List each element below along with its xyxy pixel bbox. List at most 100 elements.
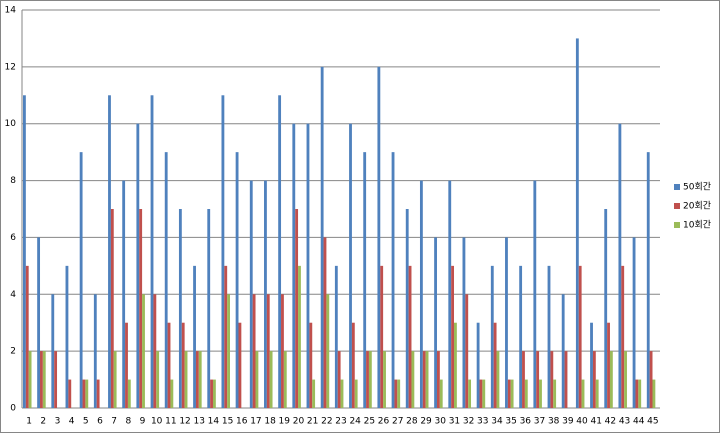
- x-tick-label: 14: [208, 417, 220, 427]
- x-tick-label: 26: [378, 417, 390, 427]
- bar: [411, 351, 415, 408]
- bar: [224, 265, 228, 408]
- y-tick-label: 0: [10, 404, 16, 414]
- bar: [340, 379, 344, 408]
- bar: [405, 209, 409, 408]
- x-tick-label: 5: [83, 417, 89, 427]
- x-tick-label: 19: [279, 417, 291, 427]
- x-tick-label: 45: [647, 417, 658, 427]
- bar: [493, 322, 497, 408]
- bar: [380, 265, 384, 408]
- x-tick-label: 34: [491, 417, 503, 427]
- bar: [524, 379, 528, 408]
- bar: [184, 351, 188, 408]
- bar: [635, 379, 639, 408]
- bar: [266, 294, 270, 408]
- bar: [482, 379, 486, 408]
- x-tick-label: 9: [140, 417, 146, 427]
- bar: [320, 66, 324, 408]
- bar: [292, 123, 296, 408]
- legend-label: 20회간: [683, 201, 711, 212]
- bar: [609, 351, 613, 408]
- x-tick-label: 21: [307, 417, 318, 427]
- bar: [550, 351, 554, 408]
- bar: [479, 379, 483, 408]
- bar: [397, 379, 401, 408]
- y-tick-label: 2: [10, 347, 16, 357]
- x-tick-label: 7: [111, 417, 117, 427]
- x-tick-label: 1: [26, 417, 32, 427]
- x-tick-label: 12: [179, 417, 190, 427]
- x-tick-label: 33: [477, 417, 488, 427]
- bar: [624, 351, 627, 408]
- bar: [40, 351, 43, 408]
- bar: [108, 95, 111, 409]
- bar: [212, 379, 216, 408]
- bar: [448, 180, 452, 408]
- bar: [462, 237, 466, 408]
- x-tick-label: 11: [165, 417, 176, 427]
- bar: [283, 351, 287, 408]
- bar: [507, 379, 511, 408]
- bar: [326, 294, 330, 408]
- bar: [221, 95, 225, 409]
- bar: [604, 209, 608, 408]
- bar: [561, 294, 565, 408]
- x-tick-label: 15: [222, 417, 233, 427]
- y-tick-label: 6: [10, 233, 16, 243]
- bar: [127, 379, 131, 408]
- bar: [425, 351, 429, 408]
- bar: [125, 322, 128, 408]
- bar: [153, 294, 157, 408]
- bar: [164, 152, 168, 408]
- y-tick-label: 12: [5, 62, 16, 72]
- bar: [496, 351, 500, 408]
- bar: [42, 351, 46, 408]
- x-tick-label: 13: [193, 417, 204, 427]
- bar: [454, 322, 457, 408]
- bar: [51, 294, 55, 408]
- y-tick-label: 10: [5, 119, 17, 129]
- bar: [649, 351, 653, 408]
- bar: [536, 351, 540, 408]
- x-tick-label: 27: [392, 417, 403, 427]
- bar: [607, 322, 610, 408]
- bar: [377, 66, 381, 408]
- bar: [195, 351, 199, 408]
- bar: [227, 294, 230, 408]
- bar: [252, 294, 256, 408]
- bar: [632, 237, 636, 408]
- bar: [439, 379, 443, 408]
- x-tick-label: 24: [349, 417, 361, 427]
- bar: [170, 379, 174, 408]
- bar: [575, 38, 579, 409]
- bar: [590, 322, 593, 408]
- bar: [451, 265, 455, 408]
- bar: [278, 95, 282, 409]
- x-tick-label: 37: [534, 417, 545, 427]
- x-tick-label: 17: [250, 417, 261, 427]
- bar: [167, 322, 171, 408]
- bar: [295, 209, 299, 408]
- bar: [646, 152, 650, 408]
- bar: [539, 379, 542, 408]
- bar: [422, 351, 426, 408]
- bar: [122, 180, 126, 408]
- x-tick-label: 29: [420, 417, 432, 427]
- bar: [150, 95, 154, 409]
- x-tick-label: 16: [236, 417, 248, 427]
- bar: [595, 379, 599, 408]
- legend-swatch: [674, 222, 680, 228]
- bar: [419, 180, 423, 408]
- bar: [564, 351, 568, 408]
- bar: [178, 209, 182, 408]
- x-tick-label: 6: [97, 417, 103, 427]
- bar: [547, 265, 551, 408]
- bar: [334, 265, 338, 408]
- bar: [581, 379, 585, 408]
- legend-label: 50회간: [683, 182, 711, 193]
- bar: [193, 265, 196, 408]
- x-tick-label: 8: [125, 417, 131, 427]
